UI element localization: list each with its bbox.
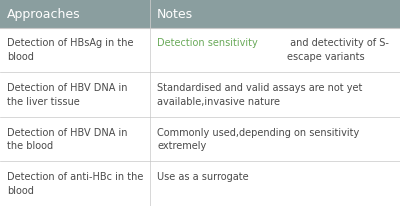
Text: Detection sensitivity: Detection sensitivity bbox=[157, 38, 258, 48]
Bar bbox=[0, 73, 400, 117]
Text: Detection of HBsAg in the
blood: Detection of HBsAg in the blood bbox=[7, 38, 134, 62]
Text: Detection of anti-HBc in the
blood: Detection of anti-HBc in the blood bbox=[7, 171, 144, 195]
Text: Detection of HBV DNA in
the blood: Detection of HBV DNA in the blood bbox=[7, 127, 128, 150]
Text: Commonly used,depending on sensitivity
extremely: Commonly used,depending on sensitivity e… bbox=[157, 127, 360, 150]
Bar bbox=[0, 28, 400, 73]
Bar bbox=[0, 117, 400, 162]
Text: Standardised and valid assays are not yet
available,invasive nature: Standardised and valid assays are not ye… bbox=[157, 83, 362, 106]
Text: Detection of HBV DNA in
the liver tissue: Detection of HBV DNA in the liver tissue bbox=[7, 83, 128, 106]
Bar bbox=[0, 0, 400, 28]
Text: Approaches: Approaches bbox=[7, 8, 81, 21]
Bar bbox=[0, 162, 400, 206]
Text: and detectivity of S-
escape variants: and detectivity of S- escape variants bbox=[287, 38, 389, 62]
Text: Notes: Notes bbox=[157, 8, 193, 21]
Text: Use as a surrogate: Use as a surrogate bbox=[157, 171, 249, 181]
